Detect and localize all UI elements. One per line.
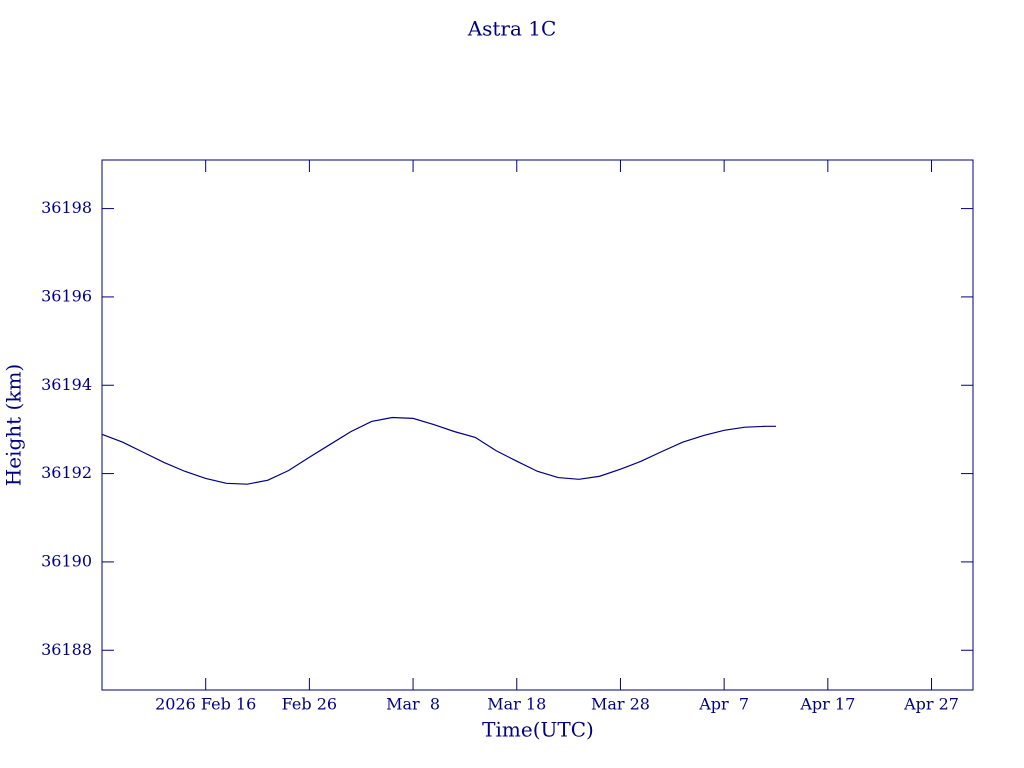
- y-tick-label: 36196: [41, 286, 92, 305]
- plot-frame: [101, 159, 974, 691]
- x-tick-label: Mar 28: [591, 695, 650, 714]
- x-tick-label: Mar 18: [487, 695, 546, 714]
- x-tick-label: Apr 7: [698, 695, 749, 714]
- y-tick-label: 36188: [41, 640, 92, 659]
- y-tick-label: 36198: [41, 198, 92, 217]
- data-line: [101, 416, 776, 485]
- y-axis-label: Height (km): [2, 364, 26, 486]
- x-tick-label: Apr 27: [903, 695, 959, 714]
- x-tick-label: Apr 17: [799, 695, 855, 714]
- y-tick-label: 36194: [41, 375, 92, 394]
- y-tick-label: 36192: [41, 463, 92, 482]
- y-tick-label: 36190: [41, 551, 92, 570]
- x-tick-label: 2026 Feb 16: [155, 695, 256, 714]
- x-axis-label: Time(UTC): [482, 718, 594, 742]
- x-tick-label: Mar 8: [386, 695, 440, 714]
- chart-title: Astra 1C: [467, 17, 557, 41]
- x-tick-label: Feb 26: [282, 695, 337, 714]
